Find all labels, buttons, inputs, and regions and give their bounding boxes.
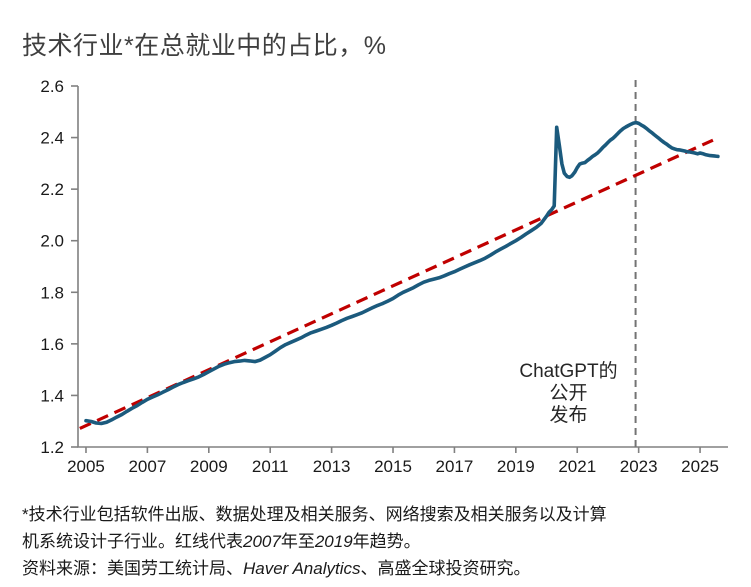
chatgpt-annotation-line1: ChatGPT的	[519, 361, 618, 382]
footnote-line2-seg3: 年趋势。	[352, 532, 421, 551]
source-seg2: 、高盛全球投资研究。	[360, 559, 531, 578]
source-haver-analytics: Haver Analytics	[243, 559, 361, 578]
x-tick-label: 2007	[128, 457, 166, 476]
x-tick-label: 2017	[436, 457, 474, 476]
y-tick-label: 2.0	[40, 232, 64, 251]
chart-title: 技术行业*在总就业中的占比，%	[22, 32, 387, 60]
y-tick-label: 2.4	[40, 129, 64, 148]
chatgpt-annotation-line3: 发布	[549, 405, 588, 426]
y-tick-label: 1.6	[40, 335, 64, 354]
footnote-line2: 机系统设计子行业。红线代表2007年至2019年趋势。	[22, 532, 421, 551]
footnote-line1: *技术行业包括软件出版、数据处理及相关服务、网络搜索及相关服务以及计算	[22, 505, 607, 524]
chatgpt-annotation-line2: 公开	[549, 383, 588, 404]
source-seg1: 资料来源：美国劳工统计局、	[22, 559, 243, 578]
footnote-line2-year2: 2019	[314, 532, 353, 551]
y-tick-label: 1.2	[40, 438, 64, 457]
footnote-line2-seg2: 年至	[280, 532, 315, 551]
x-tick-label: 2015	[374, 457, 412, 476]
footnote-line2-year1: 2007	[243, 532, 281, 551]
y-tick-label: 2.6	[40, 77, 64, 96]
x-tick-label: 2025	[681, 457, 719, 476]
employment-share-line	[84, 120, 720, 426]
x-tick-label: 2009	[190, 457, 228, 476]
x-tick-label: 2011	[252, 457, 289, 476]
chatgpt-annotation: ChatGPT的 公开 发布	[496, 361, 641, 427]
source-line: 资料来源：美国劳工统计局、Haver Analytics、高盛全球投资研究。	[22, 555, 737, 582]
y-tick-label: 1.8	[40, 283, 64, 302]
x-tick-label: 2005	[67, 457, 105, 476]
x-tick-label: 2023	[620, 457, 658, 476]
x-tick-label: 2021	[558, 457, 596, 476]
x-tick-label: 2019	[497, 457, 535, 476]
y-tick-label: 1.4	[40, 386, 64, 405]
x-tick-label: 2013	[313, 457, 351, 476]
footnote-line2-seg1: 机系统设计子行业。红线代表	[22, 532, 243, 551]
footnote-block: *技术行业包括软件出版、数据处理及相关服务、网络搜索及相关服务以及计算 机系统设…	[22, 501, 737, 582]
y-tick-label: 2.2	[40, 180, 64, 199]
